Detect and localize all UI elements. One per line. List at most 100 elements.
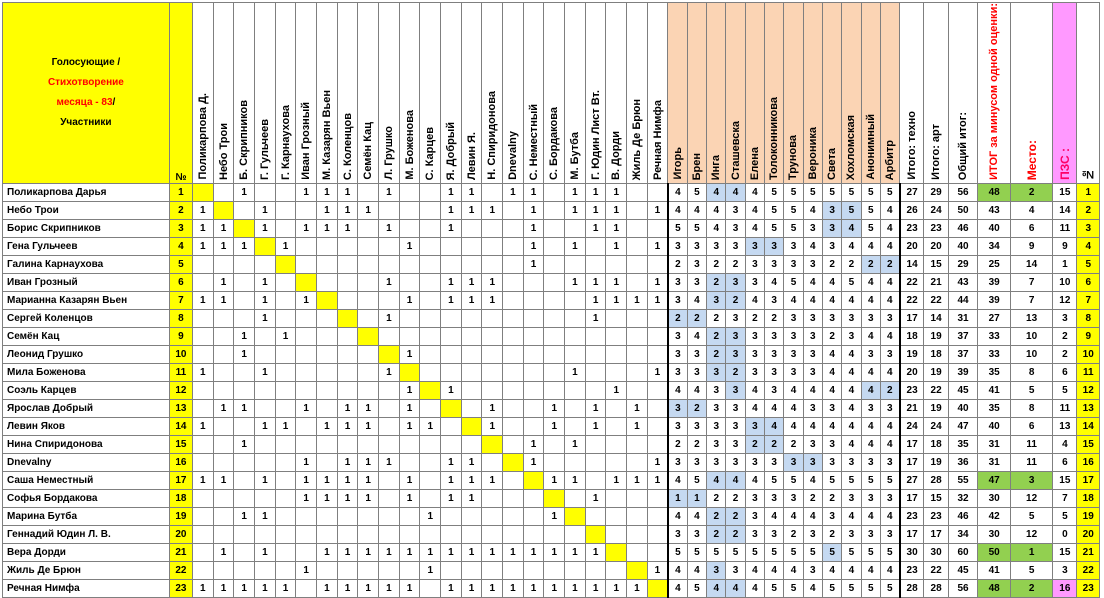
row-number-cell: 19 [1076, 506, 1100, 526]
jury-score-cell: 3 [860, 524, 881, 544]
vote-cell: 1 [274, 326, 297, 346]
vote-cell [481, 488, 504, 508]
jury-score-cell: 5 [860, 470, 881, 490]
vote-cell [419, 362, 442, 382]
vote-cell [481, 326, 504, 346]
jury-score-cell: 3 [764, 326, 785, 346]
total-art-cell: 28 [923, 578, 949, 598]
jury-score-cell: 3 [706, 452, 727, 472]
place-cell: 10 [1009, 344, 1054, 364]
vote-cell [378, 416, 400, 436]
vote-cell: 1 [646, 200, 669, 220]
vote-cell: 1 [646, 470, 669, 490]
jury-score-cell: 3 [666, 326, 688, 346]
vote-cell: 1 [564, 470, 586, 490]
jury-score-cell: 3 [783, 308, 804, 328]
total-column-header: ИТОГ за минусом одной оценки: [977, 2, 1011, 184]
jury-score-cell: 3 [802, 326, 823, 346]
jury-score-cell: 3 [764, 452, 785, 472]
vote-cell [502, 344, 524, 364]
total-techno-cell: 22 [898, 290, 925, 310]
vote-cell [316, 308, 338, 328]
place-cell: 3 [1009, 470, 1054, 490]
vote-cell [481, 524, 504, 544]
vote-cell: 1 [398, 236, 421, 256]
vote-cell [212, 308, 235, 328]
participant-number: 3 [168, 218, 194, 238]
vote-cell: 1 [254, 416, 276, 436]
vote-cell [192, 452, 214, 472]
vote-cell [605, 344, 628, 364]
vote-cell: 1 [543, 542, 566, 562]
jury-score-cell: 4 [841, 398, 862, 418]
vote-cell: 1 [419, 542, 442, 562]
jury-score-cell: 5 [841, 578, 862, 598]
jury-score-cell: 3 [686, 452, 708, 472]
jury-score-cell: 3 [821, 506, 843, 526]
vote-cell [543, 290, 566, 310]
vote-cell: 1 [357, 398, 380, 418]
vote-cell: 1 [502, 578, 524, 598]
vote-cell [460, 416, 483, 436]
jury-score-cell: 4 [666, 380, 688, 400]
total-art-cell: 19 [923, 326, 949, 346]
total-art-cell: 24 [923, 416, 949, 436]
jury-score-cell: 4 [841, 344, 862, 364]
table-row: Мила Боженова 11 1 1 1 1 1 3 3 3 2 3 3 3 3 4 4 4 4 20 19 39 35… [2, 362, 1100, 382]
vote-cell: 1 [522, 434, 545, 454]
vote-cell [481, 308, 504, 328]
jury-column-header: Брен [686, 2, 708, 184]
vote-cell [212, 434, 235, 454]
row-number-cell: 10 [1076, 344, 1100, 364]
vote-cell: 1 [564, 182, 586, 202]
vote-cell [564, 218, 586, 238]
jury-score-cell: 4 [841, 560, 862, 580]
total-sum-cell: 43 [947, 272, 979, 292]
vote-cell: 1 [460, 200, 483, 220]
vote-cell: 1 [440, 452, 462, 472]
vote-cell [543, 362, 566, 382]
total-column-header: Место: [1009, 2, 1054, 184]
vote-cell [274, 344, 297, 364]
participant-number: 5 [168, 254, 194, 274]
jury-score-cell: 5 [783, 200, 804, 220]
vote-cell: 1 [316, 218, 338, 238]
vote-cell [316, 254, 338, 274]
jury-column-header: Вероника [802, 2, 823, 184]
total-minus-one-cell: 42 [977, 506, 1011, 526]
vote-cell: 1 [378, 308, 400, 328]
jury-score-cell: 3 [725, 380, 746, 400]
row-number-cell: 20 [1076, 524, 1100, 544]
vote-cell [543, 218, 566, 238]
vote-cell [502, 308, 524, 328]
table-row: Нина Спиридонова 15 1 1 1 2 2 3 3 2 2 2 3 3 4 4 4 17 18 35 3… [2, 434, 1100, 454]
vote-cell: 1 [316, 488, 338, 508]
vote-cell [233, 254, 256, 274]
vote-cell [233, 308, 256, 328]
jury-score-cell: 3 [764, 290, 785, 310]
jury-score-cell: 5 [686, 182, 708, 202]
vote-cell [626, 452, 648, 472]
vote-cell [605, 434, 628, 454]
vote-cell: 1 [295, 182, 318, 202]
jury-score-cell: 5 [783, 218, 804, 238]
vote-cell: 1 [522, 182, 545, 202]
jury-score-cell: 3 [725, 416, 746, 436]
vote-cell [192, 308, 214, 328]
vote-cell [502, 326, 524, 346]
jury-score-cell: 4 [802, 290, 823, 310]
vote-cell [605, 416, 628, 436]
total-sum-cell: 56 [947, 182, 979, 202]
vote-cell [233, 290, 256, 310]
vote-cell [522, 326, 545, 346]
vote-cell [378, 434, 400, 454]
total-techno-cell: 23 [898, 560, 925, 580]
total-sum-cell: 46 [947, 506, 979, 526]
jury-score-cell: 3 [706, 434, 727, 454]
vote-cell: 1 [357, 578, 380, 598]
vote-cell: 1 [564, 236, 586, 256]
vote-cell [192, 380, 214, 400]
jury-score-cell: 4 [783, 398, 804, 418]
vote-cell [378, 506, 400, 526]
total-art-cell: 19 [923, 362, 949, 382]
